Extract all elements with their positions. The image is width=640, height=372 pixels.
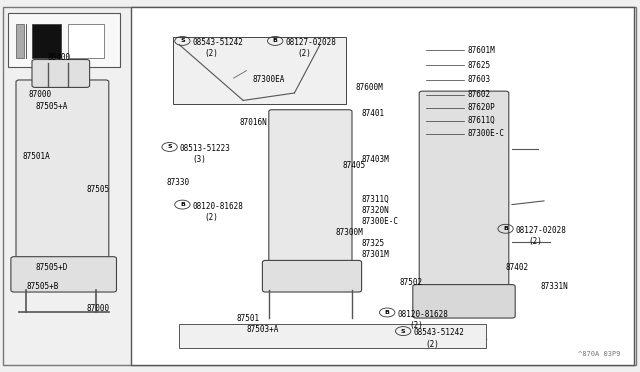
Text: (2): (2): [205, 213, 219, 222]
FancyBboxPatch shape: [413, 285, 515, 318]
FancyBboxPatch shape: [262, 260, 362, 292]
FancyBboxPatch shape: [131, 7, 634, 365]
Text: 08127-02028: 08127-02028: [285, 38, 336, 47]
Text: 87602: 87602: [467, 90, 490, 99]
Text: 87600M: 87600M: [355, 83, 383, 92]
Text: 87300E-C: 87300E-C: [467, 129, 504, 138]
Text: 87505+B: 87505+B: [27, 282, 60, 291]
Text: 87505+A: 87505+A: [35, 102, 68, 110]
Text: S: S: [167, 144, 172, 150]
Text: (2): (2): [205, 49, 219, 58]
Text: 87301M: 87301M: [362, 250, 389, 259]
Text: B: B: [180, 202, 185, 207]
Text: B: B: [503, 226, 508, 231]
Text: 87505: 87505: [86, 185, 109, 194]
FancyBboxPatch shape: [269, 110, 352, 270]
Text: 86400: 86400: [48, 53, 71, 62]
Text: 87625: 87625: [467, 61, 490, 70]
Text: 87402: 87402: [506, 263, 529, 272]
Text: 87601M: 87601M: [467, 46, 495, 55]
Text: ^870A 03P9: ^870A 03P9: [579, 351, 621, 357]
Text: 08120-81628: 08120-81628: [397, 310, 448, 319]
Text: 87300E-C: 87300E-C: [362, 217, 399, 226]
Text: 87320N: 87320N: [362, 206, 389, 215]
FancyBboxPatch shape: [11, 257, 116, 292]
FancyBboxPatch shape: [32, 60, 90, 87]
Text: 87016N: 87016N: [240, 118, 268, 127]
FancyBboxPatch shape: [3, 7, 636, 365]
Text: S: S: [180, 38, 185, 44]
Text: 87311Q: 87311Q: [362, 195, 389, 203]
FancyBboxPatch shape: [173, 37, 346, 104]
Text: 87000: 87000: [86, 304, 109, 313]
Text: 87603: 87603: [467, 76, 490, 84]
Text: (2): (2): [410, 321, 424, 330]
FancyBboxPatch shape: [179, 324, 486, 348]
Text: 08120-81628: 08120-81628: [193, 202, 243, 211]
Bar: [32, 24, 61, 58]
Bar: [16, 24, 24, 58]
Text: S: S: [401, 328, 406, 334]
Text: 87620P: 87620P: [467, 103, 495, 112]
FancyBboxPatch shape: [8, 13, 120, 67]
Text: 08513-51223: 08513-51223: [180, 144, 230, 153]
Text: 87300EA: 87300EA: [253, 76, 285, 84]
Text: (2): (2): [528, 237, 542, 246]
Text: 87403M: 87403M: [362, 155, 389, 164]
Text: 87501: 87501: [237, 314, 260, 323]
Text: 87300M: 87300M: [336, 228, 364, 237]
Text: 87505+D: 87505+D: [35, 263, 68, 272]
Text: 87325: 87325: [362, 239, 385, 248]
Text: 87611Q: 87611Q: [467, 116, 495, 125]
Text: 87330: 87330: [166, 178, 189, 187]
FancyBboxPatch shape: [419, 91, 509, 292]
Text: 08543-51242: 08543-51242: [193, 38, 243, 47]
Text: 87401: 87401: [362, 109, 385, 118]
Text: 87000: 87000: [29, 90, 52, 99]
Text: 08543-51242: 08543-51242: [413, 328, 464, 337]
Bar: [68, 24, 104, 58]
Text: B: B: [385, 310, 390, 315]
FancyBboxPatch shape: [16, 80, 109, 270]
Text: 87501A: 87501A: [22, 152, 50, 161]
Text: 87405: 87405: [342, 161, 365, 170]
Text: 87331N: 87331N: [541, 282, 568, 291]
Text: B: B: [273, 38, 278, 44]
Text: (2): (2): [298, 49, 312, 58]
Text: 87502: 87502: [400, 278, 423, 287]
Text: 08127-02028: 08127-02028: [516, 226, 566, 235]
Text: (2): (2): [426, 340, 440, 349]
Text: 87503+A: 87503+A: [246, 325, 279, 334]
Text: (3): (3): [192, 155, 206, 164]
